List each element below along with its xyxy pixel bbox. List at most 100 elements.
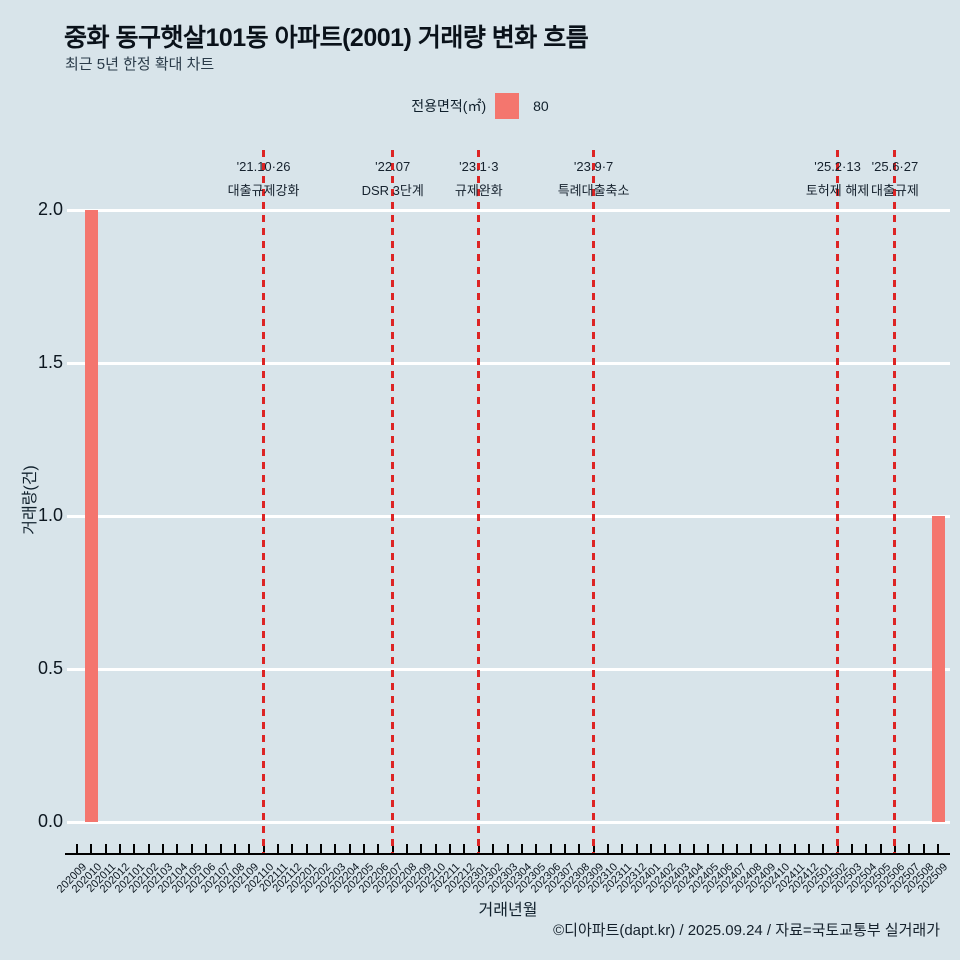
gridline	[67, 820, 950, 824]
y-tick-label: 1.5	[37, 352, 63, 372]
x-axis-tick	[319, 844, 322, 854]
x-axis-tick	[750, 844, 753, 854]
gridline	[67, 514, 950, 518]
y-tick-label: 0.0	[37, 811, 63, 831]
event-line-202301	[477, 150, 481, 853]
event-line-202506	[893, 150, 897, 853]
y-tick-label: 0.5	[37, 658, 63, 678]
x-axis-tick	[133, 844, 136, 854]
x-axis-tick	[549, 844, 552, 854]
x-axis-tick	[276, 844, 279, 854]
event-date: '21.10·26	[236, 159, 291, 174]
x-axis-tick	[420, 844, 423, 854]
x-axis-tick	[334, 844, 337, 854]
x-axis-tick	[176, 844, 179, 854]
gridline	[67, 667, 950, 671]
x-axis-tick	[793, 844, 796, 854]
legend-label: 전용면적(㎡)	[411, 98, 487, 114]
x-axis-tick	[520, 844, 523, 854]
event-date: '23.9·7	[573, 159, 614, 174]
event-annotation: '21.10·26 대출규제강화	[189, 155, 339, 203]
event-line-202110	[262, 150, 266, 853]
x-axis-tick	[721, 844, 724, 854]
event-label: 대출규제	[871, 183, 919, 198]
event-label: 특례대출축소	[557, 183, 630, 198]
event-annotation: '25.2·13 토허제 해제	[763, 155, 913, 203]
x-axis-tick	[563, 844, 566, 854]
x-axis-tick	[535, 844, 538, 854]
x-axis-tick	[807, 844, 810, 854]
event-date: '25.2·13	[814, 159, 861, 174]
chart-title: 중화 동구햇살101동 아파트(2001) 거래량 변화 흐름	[64, 24, 589, 52]
x-axis-tick	[922, 844, 925, 854]
x-axis-tick	[578, 844, 581, 854]
event-date: '25.6·27	[871, 159, 919, 174]
x-axis-tick	[908, 844, 911, 854]
x-axis-tick	[406, 844, 409, 854]
x-axis-tick	[233, 844, 236, 854]
y-tick-label: 1.0	[37, 505, 63, 525]
x-axis-tick	[291, 844, 294, 854]
event-date: '22.07	[375, 159, 411, 174]
x-axis-tick	[348, 844, 351, 854]
event-annotation: '23.9·7 특례대출축소	[519, 155, 669, 203]
event-line-202309	[592, 150, 596, 853]
x-axis-tick	[635, 844, 638, 854]
x-axis-title: 거래년월	[478, 902, 538, 919]
x-axis-tick	[707, 844, 710, 854]
x-axis-tick	[693, 844, 696, 854]
bar-202010	[84, 210, 98, 822]
event-label: 규제완화	[454, 183, 503, 198]
x-axis-tick	[664, 844, 667, 854]
x-axis-tick	[764, 844, 767, 854]
y-tick-label: 2.0	[37, 199, 63, 219]
x-axis-tick	[190, 844, 193, 854]
x-axis-tick	[736, 844, 739, 854]
event-annotation: '23.1·3 규제완화	[404, 155, 554, 203]
x-axis-tick	[650, 844, 652, 854]
x-axis-tick	[678, 844, 681, 854]
x-axis-tick	[879, 844, 882, 854]
x-axis-tick	[822, 844, 825, 854]
x-axis-tick	[104, 844, 107, 854]
x-axis-tick	[219, 844, 222, 854]
x-axis-tick	[119, 844, 122, 854]
event-line-202207	[391, 150, 395, 853]
x-axis-tick	[162, 844, 165, 854]
footer-credit: ©디아파트(dapt.kr) / 2025.09.24 / 자료=국토교통부 실…	[553, 922, 940, 939]
x-axis-tick	[449, 844, 452, 854]
x-axis-tick	[90, 844, 93, 854]
event-label: 대출규제강화	[227, 183, 300, 198]
x-axis-tick	[779, 844, 782, 854]
x-axis-tick	[305, 844, 308, 854]
x-axis-tick	[850, 844, 853, 854]
legend: 전용면적(㎡) 80	[0, 93, 960, 119]
x-axis-tick	[865, 844, 868, 854]
x-axis-tick	[363, 844, 365, 854]
x-axis-tick	[76, 844, 78, 854]
x-axis-tick	[506, 844, 509, 854]
plot-area	[67, 208, 950, 824]
event-label: 토허제 해제	[805, 183, 870, 198]
legend-swatch	[495, 93, 520, 119]
x-axis-tick	[377, 844, 380, 854]
event-label: DSR 3단계	[361, 183, 424, 198]
x-axis-tick	[937, 844, 939, 854]
x-axis-tick	[434, 844, 437, 854]
x-axis-tick	[205, 844, 208, 854]
event-line-202502	[836, 150, 840, 853]
x-axis-tick	[621, 844, 624, 854]
event-annotation: '22.07 DSR 3단계	[318, 155, 468, 203]
legend-value: 80	[533, 98, 549, 114]
chart-subtitle: 최근 5년 한정 확대 차트	[65, 56, 215, 73]
event-annotation: '25.6·27 대출규제	[820, 155, 960, 203]
gridline	[67, 361, 950, 365]
x-axis-tick	[248, 844, 251, 854]
event-date: '23.1·3	[459, 159, 499, 174]
bar-202509	[931, 516, 945, 822]
x-axis-tick	[492, 844, 495, 854]
x-axis-tick	[463, 844, 466, 854]
x-axis-tick	[147, 844, 150, 854]
x-axis-line	[65, 853, 950, 855]
